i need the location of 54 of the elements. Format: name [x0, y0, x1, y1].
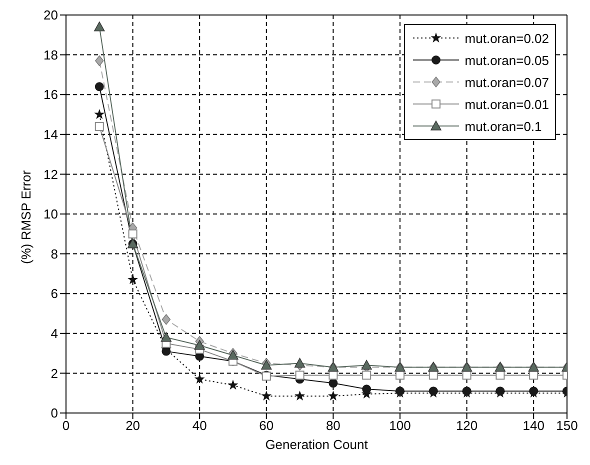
point — [328, 378, 338, 388]
y-tick-label: 18 — [44, 47, 58, 62]
y-tick-label: 2 — [50, 366, 58, 381]
y-tick-label: 0 — [50, 406, 58, 421]
point — [396, 370, 404, 380]
point — [194, 340, 205, 350]
point — [328, 390, 338, 401]
point — [462, 370, 472, 380]
point — [361, 360, 372, 370]
point — [194, 374, 205, 384]
y-tick-label: 14 — [44, 127, 58, 142]
point — [362, 384, 372, 394]
x-tick-label: 80 — [326, 418, 340, 434]
point — [160, 332, 172, 342]
point — [496, 370, 505, 380]
x-tick-label: 100 — [389, 418, 411, 434]
x-tick-label: 0 — [62, 418, 70, 434]
point — [428, 370, 438, 380]
x-tick-label: 60 — [259, 418, 274, 434]
y-tick-label: 4 — [50, 326, 58, 342]
point — [228, 380, 238, 390]
point — [128, 229, 138, 238]
legend-label: mut.oran=0.07 — [464, 74, 549, 90]
point — [362, 370, 372, 380]
y-tick-label: 20 — [44, 8, 58, 23]
legend-label: mut.oran=0.1 — [464, 118, 542, 134]
point — [162, 314, 171, 325]
point — [94, 122, 104, 131]
y-tick-label: 8 — [50, 246, 58, 262]
point — [128, 274, 138, 284]
point — [328, 370, 338, 380]
y-tick-label: 6 — [50, 286, 58, 302]
point — [94, 22, 105, 32]
legend-label: mut.oran=0.05 — [464, 52, 549, 68]
point — [294, 358, 306, 368]
legend-label: mut.oran=0.02 — [464, 30, 549, 46]
point — [295, 370, 304, 380]
x-tick-label: 120 — [456, 418, 478, 434]
point — [94, 109, 105, 119]
x-tick-label: 140 — [522, 418, 544, 434]
y-tick-label: 10 — [44, 206, 58, 222]
x-tick-label: 150 — [556, 418, 578, 434]
y-axis-title: (%) RMSP Error — [18, 170, 34, 264]
x-tick-label: 40 — [192, 418, 207, 434]
point — [261, 390, 272, 401]
point — [95, 55, 104, 66]
point — [294, 390, 306, 401]
point — [529, 370, 538, 380]
y-tick-label: 16 — [44, 87, 58, 102]
y-tick-label: 12 — [44, 166, 58, 182]
x-axis-title: Generation Count — [265, 437, 368, 452]
point — [94, 82, 104, 92]
x-tick-label: 20 — [126, 418, 140, 434]
legend-label: mut.oran=0.01 — [464, 96, 549, 112]
